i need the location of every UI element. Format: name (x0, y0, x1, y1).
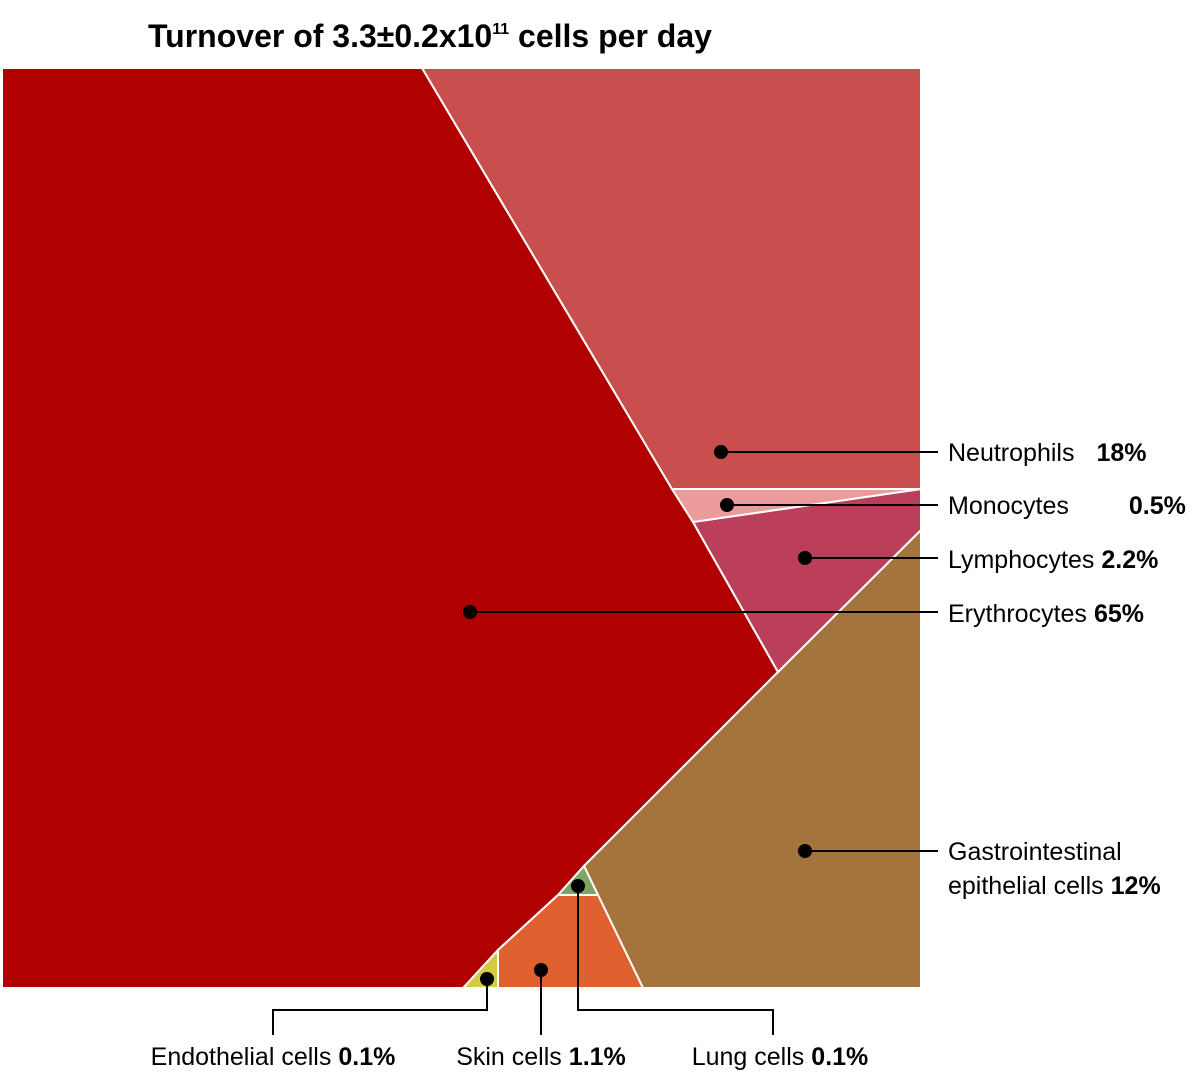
label-value-monocytes: 0.5% (1129, 492, 1186, 520)
marker-dot-gastrointestinal (798, 844, 812, 858)
label-name-lymphocytes: Lymphocytes (948, 546, 1094, 574)
label-erythrocytes: Erythrocytes 65% (948, 600, 1144, 628)
marker-dot-skin (534, 963, 548, 977)
treemap-regions (1, 67, 922, 989)
marker-dot-endothelial (480, 972, 494, 986)
chart-title-main: Turnover of 3.3±0.2x10 (148, 18, 492, 54)
label-gastrointestinal: Gastrointestinal epithelial cells 12% (948, 838, 1161, 900)
label-lung: Lung cells 0.1% (692, 1043, 869, 1071)
label-name-skin: Skin cells (456, 1043, 562, 1071)
chart-title: Turnover of 3.3±0.2x1011 cells per day (148, 18, 712, 54)
marker-dot-lung (571, 879, 585, 893)
marker-dot-lymphocytes (798, 551, 812, 565)
label-name-erythrocytes: Erythrocytes (948, 600, 1087, 628)
label-value-skin: 1.1% (569, 1043, 626, 1071)
chart-title-suffix: cells per day (509, 18, 712, 54)
label-name-neutrophils: Neutrophils (948, 439, 1074, 467)
label-name-endothelial: Endothelial cells (151, 1043, 332, 1071)
leader-lines (272, 445, 938, 1035)
label-name-monocytes: Monocytes (948, 492, 1069, 520)
cell-labels: Erythrocytes 65% Neutrophils 18% Gastrointes… (151, 439, 1186, 1071)
label-neutrophils: Neutrophils 18% (948, 439, 1147, 467)
marker-dot-erythrocytes (463, 605, 477, 619)
label-value-endothelial: 0.1% (338, 1043, 395, 1071)
label-name-line2-gastrointestinal: epithelial cells (948, 872, 1104, 900)
leader-line-endothelial (272, 979, 488, 1035)
label-value-gastrointestinal: 12% (1111, 872, 1161, 900)
label-monocytes: Monocytes 0.5% (948, 492, 1186, 520)
label-value-neutrophils: 18% (1096, 439, 1146, 467)
label-value-erythrocytes: 65% (1094, 600, 1144, 628)
label-value-lung: 0.1% (811, 1043, 868, 1071)
label-lymphocytes: Lymphocytes 2.2% (948, 546, 1158, 574)
marker-dot-neutrophils (714, 445, 728, 459)
chart-title-exponent: 11 (492, 21, 509, 38)
leader-line-lung (577, 886, 774, 1035)
marker-dot-monocytes (720, 498, 734, 512)
label-value-lymphocytes: 2.2% (1101, 546, 1158, 574)
label-endothelial: Endothelial cells 0.1% (151, 1043, 396, 1071)
label-skin: Skin cells 1.1% (456, 1043, 626, 1071)
label-name-lung: Lung cells (692, 1043, 805, 1071)
label-name-gastrointestinal: Gastrointestinal (948, 838, 1122, 866)
